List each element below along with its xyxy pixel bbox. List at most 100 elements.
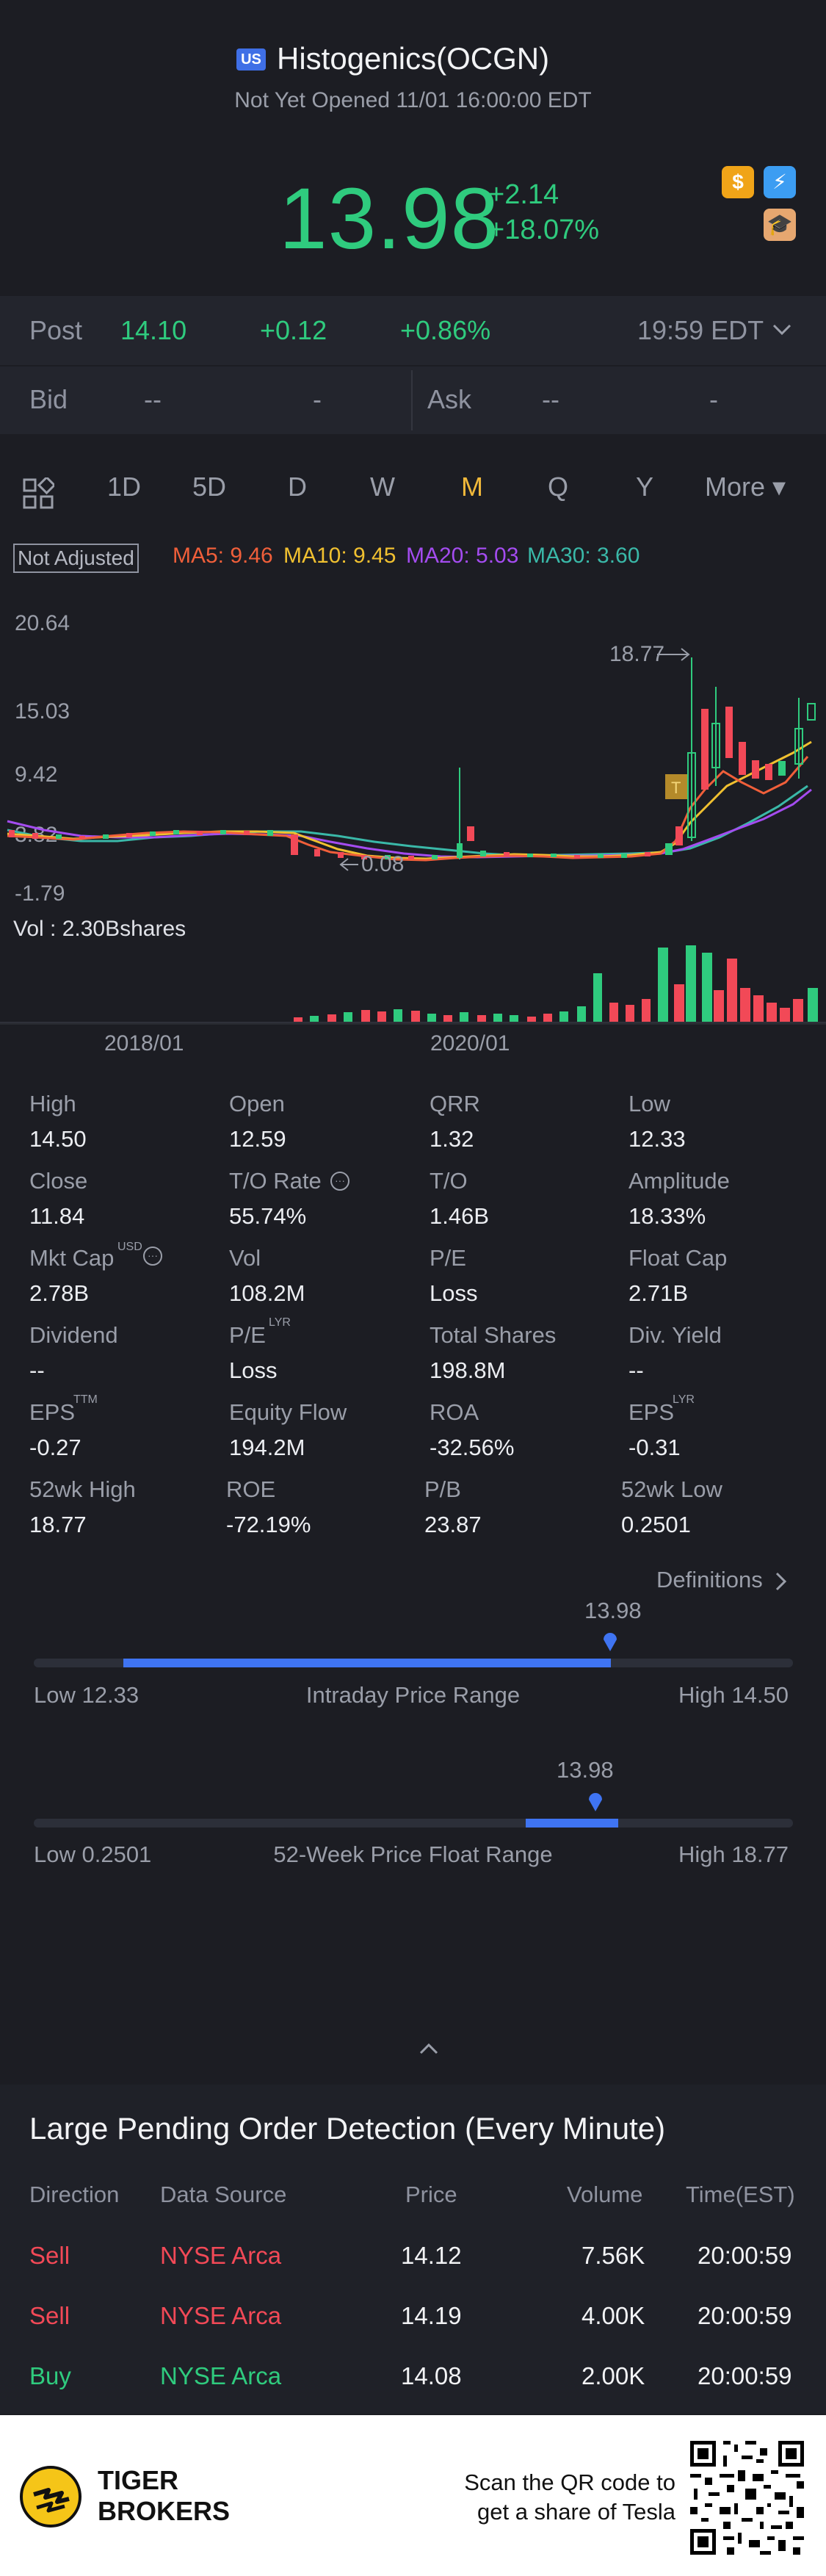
post-change: +0.12 [260,315,327,345]
mkt-cap-info-icon[interactable]: ··· [143,1246,162,1266]
stat-value-total-shares: 198.8M [430,1357,506,1383]
definitions-link[interactable]: Definitions [656,1567,763,1592]
us-market-badge: US [236,48,266,71]
tab-y[interactable]: Y [636,472,654,502]
qr-code[interactable] [686,2437,808,2558]
pending-title: Large Pending Order Detection (Every Min… [29,2111,666,2146]
candles [9,657,816,859]
stat-label-eps-ttm: EPS [29,1399,76,1425]
ask-price: -- [542,384,559,414]
intraday-low: Low 12.33 [34,1682,140,1708]
row-time: 20:00:59 [698,2242,792,2269]
stat-label-div-yield: Div. Yield [628,1322,722,1348]
stat-label-total-shares: Total Shares [430,1322,557,1348]
stat-value-to: 1.46B [430,1203,490,1229]
low-price-marker: 0.08 [361,852,404,876]
tab-q[interactable]: Q [548,472,569,502]
trade-marker-icon[interactable] [665,774,687,799]
last-price: 13.98 [279,170,500,267]
stat-value-pb: 23.87 [424,1512,482,1537]
stats-grid: High 14.50 Open 12.59 QRR 1.32 Low 12.33… [0,1083,826,1554]
intraday-title: Intraday Price Range [305,1682,521,1708]
stat-label-52wk-low: 52wk Low [621,1476,722,1502]
stat-label-roe: ROE [226,1476,276,1502]
stat-value-div-yield: -- [628,1357,644,1383]
ma30-value: MA30: 3.60 [527,544,640,568]
stat-label-close: Close [29,1168,88,1194]
stat-value-52wk-high: 18.77 [29,1512,87,1537]
row-volume: 2.00K [582,2362,645,2389]
stat-value-roa: -32.56% [430,1435,515,1460]
stat-label-mkt-cap: Mkt Cap [29,1245,115,1271]
large-pending-orders: Large Pending Order Detection (Every Min… [0,2085,826,2414]
intraday-high: High 14.50 [678,1682,789,1708]
week52-current-price: 13.98 [557,1757,614,1783]
stat-value-vol: 108.2M [229,1280,305,1306]
tab-5d[interactable]: 5D [192,472,227,502]
tab-m[interactable]: M [461,472,483,502]
stat-value-close: 11.84 [29,1203,85,1229]
stat-label-eps-lyr: EPS [628,1399,675,1425]
row-price: 14.19 [401,2302,462,2329]
post-change-percent: +0.86% [400,315,491,345]
tab-more[interactable]: More ▾ [705,472,786,502]
info-icon[interactable]: ··· [330,1172,349,1191]
row-time: 20:00:59 [698,2302,792,2329]
stat-label-amplitude: Amplitude [628,1168,730,1194]
mkt-cap-currency: USD [117,1241,142,1253]
not-adjusted-toggle[interactable]: Not Adjusted [13,544,139,573]
volume-bars [294,945,818,1022]
row-price: 14.08 [401,2362,462,2389]
flash-icon[interactable]: ⚡ [764,166,796,198]
header-direction: Direction [29,2182,120,2207]
week52-title: 52-Week Price Float Range [273,1841,553,1867]
stat-label-to: T/O [430,1168,468,1194]
stat-label-high: High [29,1091,76,1116]
tab-d[interactable]: D [288,472,307,502]
market-status: Not Yet Opened 11/01 16:00:00 EDT [234,88,592,112]
week52-high: High 18.77 [678,1841,789,1867]
education-icon[interactable]: 🎓 [764,209,796,241]
pe-lyr-sup: LYR [269,1316,291,1329]
post-market-row[interactable]: Post 14.10 +0.12 +0.86% 19:59 EDT [0,296,826,365]
stat-value-eps-ttm: -0.27 [29,1435,81,1460]
price-change-percent: +18.07% [488,214,600,245]
moving-average-legend: Not Adjusted MA5: 9.46 MA10: 9.45 MA20: … [0,539,826,576]
y-axis-label-low: 9.42 [15,762,57,787]
row-source: NYSE Arca [160,2242,282,2269]
tab-w[interactable]: W [370,472,395,502]
row-source: NYSE Arca [160,2362,282,2389]
stat-label-qrr: QRR [430,1091,480,1116]
brand-line-2: BROKERS [98,2496,231,2526]
row-volume: 4.00K [582,2302,645,2329]
ma5-value: MA5: 9.46 [173,544,273,568]
dollar-icon[interactable]: $ [722,166,754,198]
bid-ask-divider [411,370,413,430]
eps-ttm-sup: TTM [73,1393,98,1406]
stat-value-dividend: -- [29,1357,45,1383]
bid-ask-row: Bid -- - Ask -- - [0,367,826,434]
y-axis-label-bottom: -1.79 [15,881,65,906]
chevron-down-icon[interactable] [771,322,793,337]
stat-value-float-cap: 2.71B [628,1280,689,1306]
intraday-current-price: 13.98 [584,1598,642,1623]
stat-value-roe: -72.19% [226,1512,311,1537]
tab-1d[interactable]: 1D [107,472,142,502]
trade-marker-letter: T [671,779,681,797]
layout-grid-icon[interactable] [22,477,54,510]
brand-line-1: TIGER [98,2465,179,2495]
chevron-up-icon[interactable] [419,2042,439,2055]
stat-value-equity-flow: 194.2M [229,1435,305,1460]
bid-label: Bid [29,384,68,414]
chevron-right-icon[interactable] [774,1570,789,1592]
stat-label-dividend: Dividend [29,1322,118,1348]
y-axis-label-top: 20.64 [15,611,70,635]
header-volume: Volume [567,2182,643,2207]
stat-label-pe-lyr: P/E [229,1322,266,1348]
post-time: 19:59 EDT [637,315,764,345]
stat-value-high: 14.50 [29,1126,87,1152]
stat-label-52wk-high: 52wk High [29,1476,136,1502]
price-change: +2.14 [488,179,559,210]
period-tabs: 1D 5D D W M Q Y More ▾ [0,450,826,523]
candlestick-chart[interactable]: 20.64 15.03 9.42 3.82 -1.79 [0,588,826,1058]
